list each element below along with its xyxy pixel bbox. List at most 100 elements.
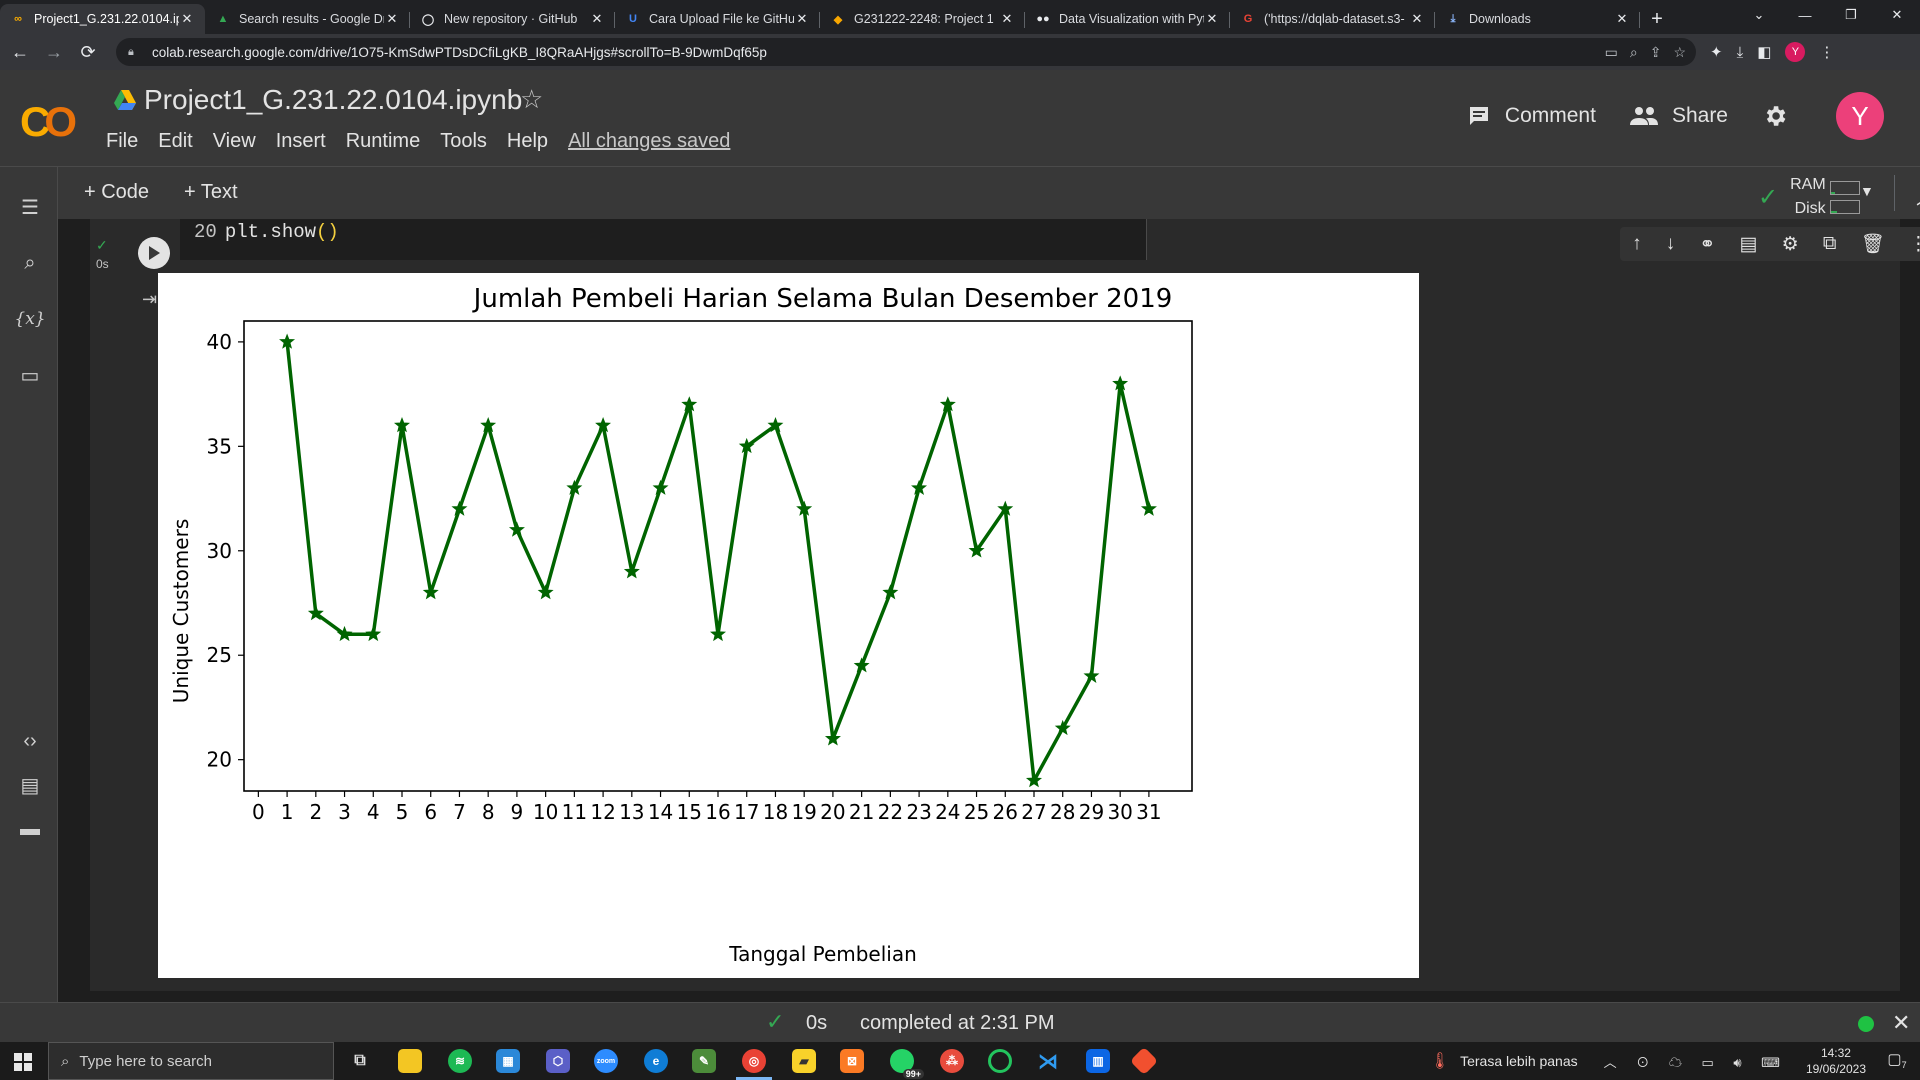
app-icon-dots[interactable]: ⁂: [940, 1049, 964, 1073]
file-explorer-icon[interactable]: [398, 1049, 422, 1073]
close-tab-icon[interactable]: ✕: [181, 11, 193, 26]
taskbar-search-box[interactable]: ⌕ Type here to search: [48, 1042, 334, 1080]
save-status-link[interactable]: All changes saved: [568, 130, 731, 152]
star-icon[interactable]: ☆: [520, 84, 544, 114]
ram-disk-indicator[interactable]: ✓ RAM Disk: [1758, 173, 1860, 221]
app-icon-ring[interactable]: [988, 1049, 1012, 1073]
menu-help[interactable]: Help: [506, 130, 549, 152]
browser-tab[interactable]: ●● Data Visualization with Pyt ✕: [1025, 4, 1230, 34]
task-view-icon[interactable]: ⧉: [354, 1052, 366, 1069]
share-button[interactable]: Share: [1629, 104, 1728, 128]
data-point-star: [623, 563, 640, 579]
colab-logo[interactable]: CO: [20, 98, 77, 145]
xampp-icon[interactable]: ⊠: [840, 1049, 864, 1073]
minimize-button[interactable]: —: [1798, 7, 1812, 23]
vscode-icon[interactable]: ⋊: [1038, 1050, 1058, 1073]
run-cell-button[interactable]: [138, 237, 170, 269]
search-icon[interactable]: ⌕: [24, 251, 36, 274]
zoom-icon[interactable]: ⌕: [1629, 43, 1638, 60]
taskbar-clock[interactable]: 14:32 19/06/2023: [1806, 1045, 1866, 1077]
bookmark-star-icon[interactable]: ☆: [1673, 43, 1686, 60]
spotify-icon[interactable]: ≋: [448, 1049, 472, 1073]
browser-toolbar: ← → ⟳ 🔒︎ colab.research.google.com/drive…: [0, 34, 1920, 70]
extensions-icon[interactable]: ✦: [1710, 44, 1723, 61]
sticky-notes-icon[interactable]: ▰: [792, 1049, 816, 1073]
close-tab-icon[interactable]: ✕: [386, 11, 398, 26]
menu-file[interactable]: File: [106, 130, 139, 152]
back-button[interactable]: ←: [11, 41, 29, 62]
browser-tab[interactable]: ⤓ Downloads ✕: [1435, 4, 1640, 34]
browser-menu-icon[interactable]: ⋮: [1819, 44, 1835, 61]
browser-profile-avatar[interactable]: Y: [1785, 42, 1806, 62]
chrome-icon[interactable]: ◎: [736, 1049, 772, 1080]
settings-button[interactable]: [1762, 103, 1802, 129]
menu-tools[interactable]: Tools: [440, 130, 487, 152]
files-folder-icon[interactable]: ▭: [20, 364, 40, 387]
command-palette-icon[interactable]: ▤: [20, 774, 40, 797]
table-of-contents-icon[interactable]: ☰: [21, 196, 39, 219]
restore-button[interactable]: ❐: [1845, 7, 1857, 22]
cast-icon[interactable]: ▭: [1604, 43, 1618, 60]
browser-tab[interactable]: U Cara Upload File ke GitHu ✕: [615, 4, 820, 34]
notepad-icon[interactable]: ✎: [692, 1049, 716, 1073]
zoom-app-icon[interactable]: zoom: [594, 1049, 618, 1073]
menu-edit[interactable]: Edit: [158, 130, 193, 152]
forward-button[interactable]: →: [45, 41, 63, 62]
microsoft-store-icon[interactable]: ▦: [496, 1049, 520, 1073]
delete-cell-icon[interactable]: 🗑︎: [1860, 234, 1885, 255]
code-snippets-icon[interactable]: ‹›: [23, 729, 37, 752]
status-close-icon[interactable]: ✕: [1892, 1010, 1911, 1035]
close-window-button[interactable]: ✕: [1891, 7, 1903, 22]
close-tab-icon[interactable]: ✕: [796, 11, 808, 26]
close-tab-icon[interactable]: ✕: [591, 11, 603, 26]
user-avatar[interactable]: Y: [1836, 92, 1884, 140]
collapse-header-icon[interactable]: ︿: [1916, 179, 1920, 211]
trello-icon[interactable]: ▥: [1086, 1049, 1110, 1073]
browser-tab[interactable]: ◯ New repository · GitHub ✕: [410, 4, 615, 34]
move-up-icon[interactable]: ↑: [1632, 233, 1642, 254]
data-point-star: [595, 417, 612, 433]
menu-view[interactable]: View: [212, 130, 256, 152]
add-code-cell-button[interactable]: + Code: [84, 181, 150, 203]
tray-icons[interactable]: ︿ ⊙ ☁ ▭ 🔊︎ ⌨: [1603, 1054, 1788, 1070]
close-tab-icon[interactable]: ✕: [1411, 11, 1423, 26]
comment-button[interactable]: Comment: [1467, 104, 1596, 128]
cell-settings-icon[interactable]: ⚙: [1781, 233, 1799, 255]
terminal-icon[interactable]: ▬: [20, 817, 40, 840]
edge-icon[interactable]: e: [644, 1049, 668, 1073]
git-icon[interactable]: [1129, 1046, 1159, 1076]
variables-icon[interactable]: {x}: [14, 309, 46, 329]
whatsapp-icon[interactable]: 99+: [890, 1049, 924, 1079]
side-panel-icon[interactable]: ◧: [1757, 44, 1772, 61]
add-text-cell-button[interactable]: + Text: [184, 181, 238, 203]
close-tab-icon[interactable]: ✕: [1616, 11, 1628, 26]
menu-insert[interactable]: Insert: [275, 130, 326, 152]
comment-cell-icon[interactable]: ▤: [1739, 233, 1758, 255]
new-tab-button[interactable]: +: [1651, 7, 1663, 30]
menu-runtime[interactable]: Runtime: [345, 130, 421, 152]
more-options-icon[interactable]: ⋮: [1908, 233, 1920, 255]
address-bar[interactable]: 🔒︎ colab.research.google.com/drive/1O75-…: [116, 38, 1696, 66]
tab-search-icon[interactable]: ⌄: [1753, 7, 1765, 22]
share-page-icon[interactable]: ⇪: [1649, 43, 1662, 60]
weather-widget[interactable]: 🌡︎ Terasa lebih panas: [1430, 1051, 1578, 1071]
downloads-icon[interactable]: ⤓: [1736, 43, 1744, 61]
link-icon[interactable]: ⚭: [1699, 233, 1716, 255]
mirror-cell-icon[interactable]: ⧉: [1822, 233, 1837, 254]
windows-start-icon[interactable]: [14, 1053, 32, 1071]
runtime-dropdown-icon[interactable]: ▼: [1860, 183, 1874, 199]
google-drive-icon[interactable]: [114, 90, 136, 110]
app-icon-hex[interactable]: ⬡: [546, 1049, 570, 1073]
reload-button[interactable]: ⟳: [80, 41, 96, 62]
output-actions-icon[interactable]: ⇥: [142, 289, 158, 309]
notebook-title[interactable]: Project1_G.231.22.0104.ipynb: [144, 84, 523, 115]
browser-tab[interactable]: ◆ G231222-2248: Project 1 ✕: [820, 4, 1025, 34]
notification-center-icon[interactable]: ▢7: [1887, 1051, 1907, 1070]
code-editor[interactable]: 20 plt.show(): [180, 219, 1147, 260]
browser-tab[interactable]: ∞ Project1_G.231.22.0104.ipy ✕: [0, 4, 205, 34]
browser-tab[interactable]: G ('https://dqlab-dataset.s3- ✕: [1230, 4, 1435, 34]
close-tab-icon[interactable]: ✕: [1001, 11, 1013, 26]
close-tab-icon[interactable]: ✕: [1206, 11, 1218, 26]
move-down-icon[interactable]: ↓: [1665, 233, 1676, 254]
browser-tab[interactable]: ▲ Search results - Google Dr ✕: [205, 4, 410, 34]
